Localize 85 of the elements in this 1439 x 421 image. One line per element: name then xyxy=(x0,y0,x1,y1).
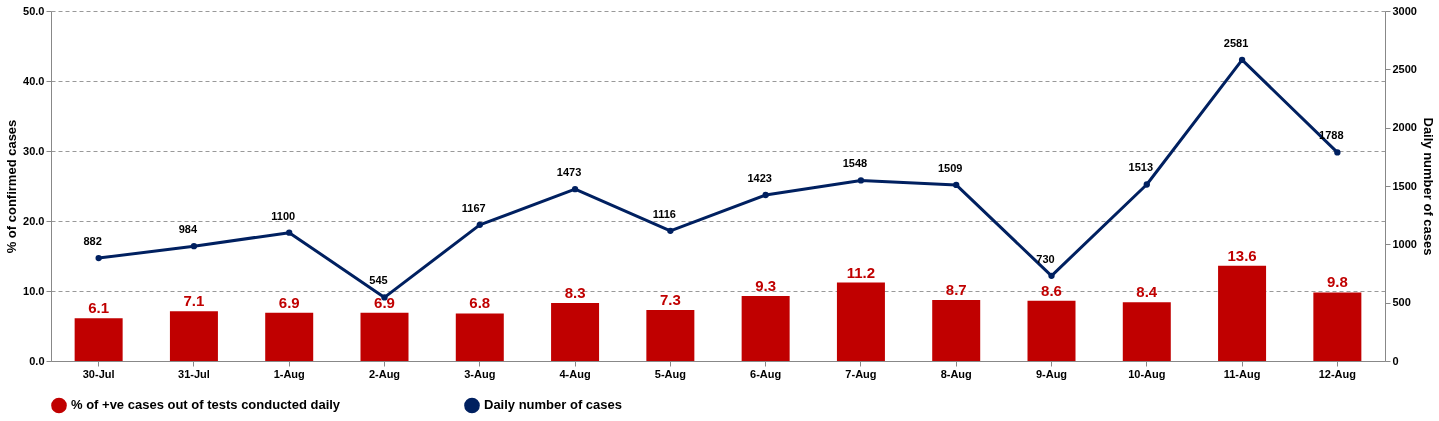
x-tick-label: 5-Aug xyxy=(654,367,686,380)
bar xyxy=(1218,265,1267,361)
data-label: 1509 xyxy=(937,161,963,174)
y-tick-label: 20.0 xyxy=(23,214,45,227)
data-label: 9.8 xyxy=(1326,273,1348,291)
data-label: 6.9 xyxy=(374,293,395,311)
bar xyxy=(932,300,981,361)
bar xyxy=(646,309,695,361)
data-label: 545 xyxy=(369,274,388,287)
point xyxy=(190,243,198,250)
y2-tick-label: 3000 xyxy=(1392,4,1417,17)
y2-tick-label: 500 xyxy=(1392,296,1411,309)
data-label: 6.8 xyxy=(469,294,491,312)
y-axis-title: % of confirmed cases xyxy=(4,119,20,254)
data-label: 882 xyxy=(83,235,102,248)
point xyxy=(953,181,960,189)
bar xyxy=(455,313,504,361)
y-tick-label: 40.0 xyxy=(23,74,45,87)
point xyxy=(476,221,483,229)
data-label: 11.2 xyxy=(846,263,876,281)
data-label: 8.6 xyxy=(1041,281,1062,299)
data-label: 7.1 xyxy=(183,292,205,310)
point xyxy=(1238,56,1246,64)
y2-tick-label: 0 xyxy=(1392,354,1399,367)
x-tick-label: 10-Aug xyxy=(1128,367,1166,380)
x-tick-label: 9-Aug xyxy=(1035,367,1068,380)
y2-tick-label: 2500 xyxy=(1392,62,1417,75)
x-tick-label: 6-Aug xyxy=(750,367,782,380)
y-tick-label: 50.0 xyxy=(23,4,45,17)
y-tick-label: 10.0 xyxy=(23,284,45,297)
bar xyxy=(169,311,218,361)
bar xyxy=(836,282,885,361)
point xyxy=(762,191,769,199)
data-label: 9.3 xyxy=(755,276,777,294)
point xyxy=(857,177,865,184)
data-label: 1116 xyxy=(652,207,676,220)
x-tick-label: 11-Aug xyxy=(1223,367,1261,380)
bar xyxy=(1313,292,1362,361)
bar xyxy=(360,312,409,361)
data-label: 1100 xyxy=(271,209,296,222)
data-label: 1473 xyxy=(556,166,582,179)
data-label: 6.1 xyxy=(88,299,110,317)
data-label: 6.9 xyxy=(278,293,300,311)
legend-label: % of +ve cases out of tests conducted daily xyxy=(71,397,341,413)
x-tick-label: 8-Aug xyxy=(940,367,972,380)
y-tick-label: 30.0 xyxy=(23,144,45,157)
point xyxy=(667,227,674,234)
bar xyxy=(551,302,600,361)
x-tick-label: 30-Jul xyxy=(82,367,115,380)
data-label: 1423 xyxy=(747,171,772,184)
x-tick-label: 2-Aug xyxy=(368,367,401,380)
x-tick-label: 12-Aug xyxy=(1318,367,1356,380)
point xyxy=(1334,149,1341,156)
y2-tick-label: 1000 xyxy=(1392,237,1417,250)
bar xyxy=(74,318,123,361)
data-label: 1548 xyxy=(842,157,868,170)
data-label: 8.7 xyxy=(945,281,967,299)
bar xyxy=(1122,302,1171,361)
legend-label: Daily number of cases xyxy=(484,397,622,413)
bar xyxy=(265,312,314,361)
x-tick-label: 31-Jul xyxy=(178,367,210,380)
y-tick-label: 0.0 xyxy=(29,354,45,367)
data-label: 730 xyxy=(1036,252,1055,265)
data-label: 1513 xyxy=(1128,161,1154,174)
y2-tick-label: 2000 xyxy=(1392,121,1417,134)
x-tick-label: 1-Aug xyxy=(273,367,305,380)
data-label: 13.6 xyxy=(1227,246,1257,264)
x-tick-label: 3-Aug xyxy=(464,367,496,380)
y2-tick-label: 1500 xyxy=(1392,179,1417,192)
point xyxy=(1048,272,1055,279)
x-tick-label: 7-Aug xyxy=(845,367,877,380)
point xyxy=(1143,181,1150,188)
data-label: 8.4 xyxy=(1136,283,1158,301)
point xyxy=(286,229,293,236)
point xyxy=(571,185,579,193)
data-label: 2581 xyxy=(1223,36,1249,49)
y2-axis-title: Daily number of cases xyxy=(1420,117,1436,256)
data-label: 8.3 xyxy=(564,283,586,301)
point xyxy=(95,254,102,262)
bar xyxy=(1027,300,1076,361)
data-label: 984 xyxy=(178,223,198,236)
bar xyxy=(741,295,790,361)
x-tick-label: 4-Aug xyxy=(559,367,591,380)
data-label: 7.3 xyxy=(659,290,681,308)
data-label: 1167 xyxy=(461,201,486,214)
